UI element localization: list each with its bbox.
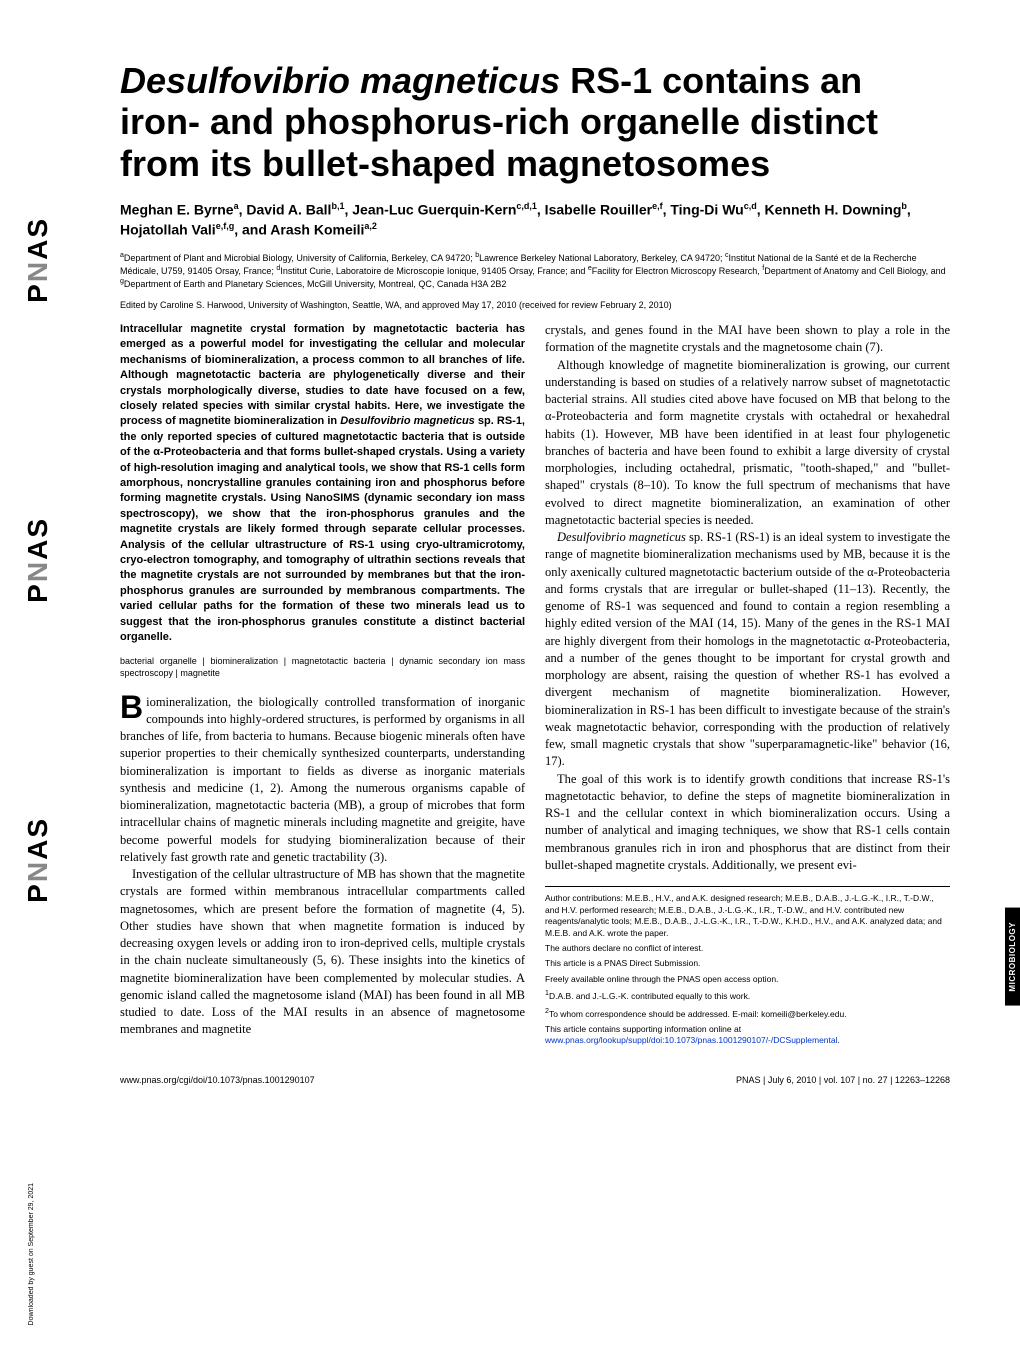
footnote-conflict: The authors declare no conflict of inter… [545, 943, 950, 954]
footer-citation: PNAS | July 6, 2010 | vol. 107 | no. 27 … [736, 1075, 950, 1085]
body-para: Desulfovibrio magneticus sp. RS-1 (RS-1)… [545, 529, 950, 771]
left-column: Intracellular magnetite crystal formatio… [120, 322, 525, 1051]
edited-by: Edited by Caroline S. Harwood, Universit… [120, 300, 950, 310]
body-para: Although knowledge of magnetite biominer… [545, 357, 950, 530]
footnote-contributions: Author contributions: M.E.B., H.V., and … [545, 893, 950, 939]
page-content: Desulfovibrio magneticus RS-1 contains a… [0, 0, 1020, 1125]
body-text-right: crystals, and genes found in the MAI hav… [545, 322, 950, 874]
footnote-submission: This article is a PNAS Direct Submission… [545, 958, 950, 969]
footnote-supporting-info: This article contains supporting informa… [545, 1024, 950, 1047]
right-column: crystals, and genes found in the MAI hav… [545, 322, 950, 1051]
dropcap: B [120, 694, 146, 721]
body-para: Biomineralization, the biologically cont… [120, 694, 525, 867]
body-para: Investigation of the cellular ultrastruc… [120, 866, 525, 1039]
download-note: Downloaded by guest on September 29, 202… [28, 1183, 35, 1325]
footer-doi: www.pnas.org/cgi/doi/10.1073/pnas.100129… [120, 1075, 315, 1085]
keywords: bacterial organelle | biomineralization … [120, 655, 525, 679]
article-title: Desulfovibrio magneticus RS-1 contains a… [120, 60, 950, 184]
footnote-openaccess: Freely available online through the PNAS… [545, 974, 950, 985]
footnotes: Author contributions: M.E.B., H.V., and … [545, 886, 950, 1047]
footnote-equal-contrib: 1D.A.B. and J.-L.G.-K. contributed equal… [545, 989, 950, 1002]
body-text-left: Biomineralization, the biologically cont… [120, 694, 525, 1039]
footnote-correspondence: 2To whom correspondence should be addres… [545, 1007, 950, 1020]
two-column-body: Intracellular magnetite crystal formatio… [120, 322, 950, 1051]
supporting-info-link[interactable]: www.pnas.org/lookup/suppl/doi:10.1073/pn… [545, 1035, 838, 1045]
title-species: Desulfovibrio magneticus [120, 60, 560, 101]
body-para-text: iomineralization, the biologically contr… [120, 695, 525, 864]
body-para: The goal of this work is to identify gro… [545, 771, 950, 875]
affiliations: aDepartment of Plant and Microbial Biolo… [120, 251, 950, 290]
page-footer: www.pnas.org/cgi/doi/10.1073/pnas.100129… [120, 1069, 950, 1085]
author-list: Meghan E. Byrnea, David A. Ballb,1, Jean… [120, 200, 950, 241]
abstract: Intracellular magnetite crystal formatio… [120, 322, 525, 645]
body-para: crystals, and genes found in the MAI hav… [545, 322, 950, 357]
